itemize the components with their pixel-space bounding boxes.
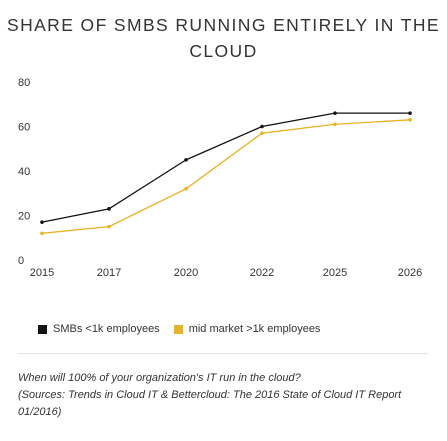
data-point <box>408 118 412 122</box>
legend-item-mid-market: mid market >1k employees <box>173 323 321 335</box>
data-point <box>40 231 44 236</box>
data-point <box>333 122 337 127</box>
x-tick-label: 2020 <box>174 267 198 279</box>
x-tick-label: 2026 <box>398 267 422 279</box>
x-tick-label: 2022 <box>250 267 274 279</box>
y-tick-label: 0 <box>18 255 24 267</box>
y-tick-label: 20 <box>18 211 30 223</box>
data-point <box>107 224 111 229</box>
legend-item-smb: SMBs <1k employees <box>38 323 160 335</box>
series-line-0 <box>41 112 410 223</box>
series-line-1 <box>41 119 411 234</box>
data-point <box>260 124 264 129</box>
data-point <box>184 158 188 162</box>
data-point <box>333 111 337 115</box>
note-question: When will 100% of your organization's IT… <box>18 372 301 384</box>
divider <box>18 353 428 354</box>
legend-swatch-smb <box>38 324 47 334</box>
data-point <box>107 207 111 211</box>
data-point <box>184 187 188 191</box>
y-tick-label: 80 <box>18 77 30 89</box>
x-tick-label: 2025 <box>323 267 347 279</box>
data-point <box>260 131 264 135</box>
chart-note: When will 100% of your organization's IT… <box>18 370 428 421</box>
note-source: (Sources: Trends in Cloud IT & Betterclo… <box>18 389 402 418</box>
legend-swatch-mid-market <box>173 324 183 334</box>
legend-label-smb: SMBs <1k employees <box>53 323 160 335</box>
legend: SMBs <1k employees mid market >1k employ… <box>38 323 334 335</box>
chart-title: SHARE OF SMBS RUNNING ENTIRELY IN THE CL… <box>7 15 440 61</box>
data-point <box>408 111 412 115</box>
line-chart: 0 20 40 60 80 2015 2017 2020 2022 2025 2026 <box>18 77 422 279</box>
y-tick-label: 60 <box>18 122 30 134</box>
y-tick-label: 40 <box>18 166 30 178</box>
data-point <box>40 220 44 224</box>
x-tick-label: 2017 <box>97 267 121 279</box>
legend-label-mid-market: mid market >1k employees <box>188 323 321 335</box>
x-tick-label: 2015 <box>30 267 54 279</box>
